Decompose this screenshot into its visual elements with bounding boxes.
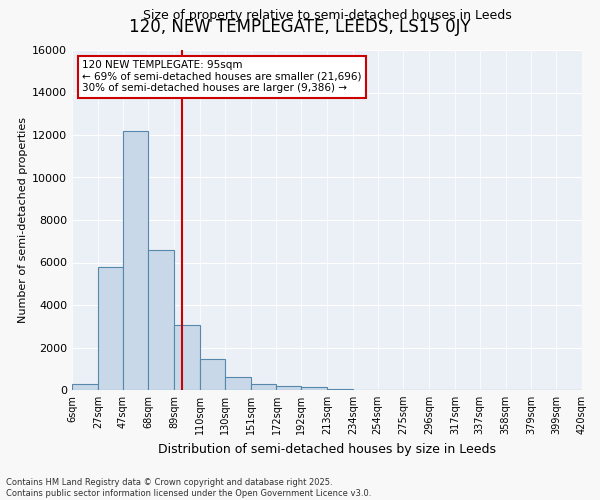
Bar xyxy=(98,267,122,390)
Bar xyxy=(200,358,225,390)
Bar xyxy=(301,388,327,390)
Bar xyxy=(72,384,98,390)
Bar xyxy=(148,250,174,390)
Title: Size of property relative to semi-detached houses in Leeds: Size of property relative to semi-detach… xyxy=(143,10,511,22)
Bar xyxy=(225,377,251,390)
X-axis label: Distribution of semi-detached houses by size in Leeds: Distribution of semi-detached houses by … xyxy=(158,442,496,456)
Text: 120 NEW TEMPLEGATE: 95sqm
← 69% of semi-detached houses are smaller (21,696)
30%: 120 NEW TEMPLEGATE: 95sqm ← 69% of semi-… xyxy=(82,60,362,94)
Bar xyxy=(277,386,301,390)
Bar xyxy=(174,325,200,390)
Bar xyxy=(122,130,148,390)
Bar xyxy=(327,389,353,390)
Text: Contains HM Land Registry data © Crown copyright and database right 2025.
Contai: Contains HM Land Registry data © Crown c… xyxy=(6,478,371,498)
Bar xyxy=(251,384,277,390)
Y-axis label: Number of semi-detached properties: Number of semi-detached properties xyxy=(18,117,28,323)
Text: 120, NEW TEMPLEGATE, LEEDS, LS15 0JY: 120, NEW TEMPLEGATE, LEEDS, LS15 0JY xyxy=(129,18,471,36)
